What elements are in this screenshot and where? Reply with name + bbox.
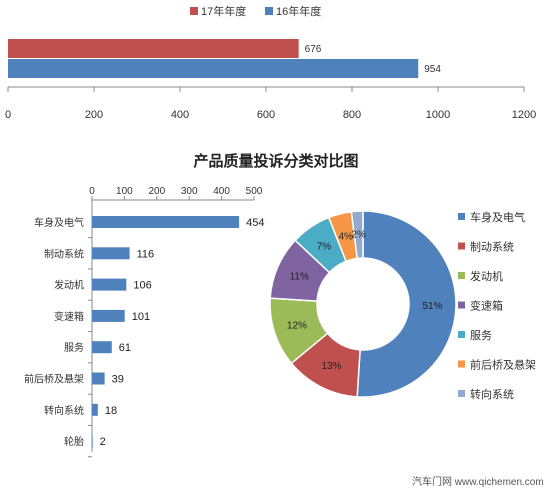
donut-slice	[356, 210, 457, 398]
legend-label: 服务	[470, 329, 492, 342]
legend-swatch-2	[265, 7, 273, 15]
bar-value-label-1: 676	[305, 44, 322, 55]
legend-label-1: 17年年度	[201, 4, 246, 18]
x-tick-label: 1200	[512, 109, 536, 121]
complaints-bar-chart: 车身及电气 454 制动系统 116 发动机 106 变速箱 101 服务 61 前后桥及悬架 39 转…	[24, 216, 264, 448]
x-tick-label: 0	[89, 186, 95, 197]
category-label: 前后桥及悬架	[24, 373, 84, 386]
bar-2	[8, 59, 419, 78]
x-tick-label: 400	[213, 186, 230, 197]
legend-label: 转向系统	[470, 387, 514, 401]
bar	[92, 435, 93, 448]
legend-swatch	[458, 360, 465, 368]
legend-label: 制动系统	[470, 241, 514, 254]
x-tick-label: 200	[85, 109, 103, 121]
bar-value-label: 101	[132, 311, 150, 323]
category-label: 服务	[64, 341, 84, 354]
legend-swatch	[458, 301, 465, 309]
x-tick-label: 100	[116, 186, 133, 197]
top-chart-x-axis: 0 200 400 600 800 1000 1200	[5, 86, 536, 121]
legend-swatch	[458, 242, 465, 250]
donut-slice-label: 7%	[317, 242, 332, 253]
watermark-text: 汽车门网 www.qichemen.com	[412, 475, 544, 488]
donut-slice	[350, 210, 364, 260]
bar-value-label: 18	[105, 405, 117, 417]
x-tick-label: 500	[246, 186, 263, 197]
legend-swatch-1	[190, 7, 198, 15]
bar-value-label: 116	[137, 248, 155, 260]
bar-value-label: 61	[119, 342, 131, 354]
donut-slice-label: 13%	[321, 361, 341, 372]
top-chart-bars: 676 954	[8, 39, 441, 78]
bar-value-label: 454	[246, 217, 264, 229]
x-tick-label: 0	[5, 109, 11, 121]
chart-title: 产品质量投诉分类对比图	[193, 152, 358, 170]
legend-swatch	[458, 390, 465, 397]
legend-swatch	[458, 331, 465, 338]
bar	[92, 341, 112, 354]
bar-value-label-2: 954	[424, 64, 441, 75]
bar	[92, 247, 130, 260]
donut-slice-label: 2%	[351, 230, 366, 241]
category-label: 轮胎	[64, 435, 84, 448]
category-label: 变速箱	[54, 310, 84, 323]
bar-value-label: 39	[112, 374, 124, 386]
x-tick-label: 200	[148, 186, 165, 197]
legend-label: 前后桥及悬架	[470, 358, 536, 372]
legend-label: 变速箱	[470, 299, 503, 313]
bar	[92, 309, 125, 322]
category-label: 制动系统	[44, 247, 84, 260]
legend-label-2: 16年年度	[276, 4, 321, 18]
bar-1	[8, 39, 299, 58]
top-chart-legend: 17年年度 16年年度	[190, 4, 321, 18]
bar	[92, 278, 127, 291]
bar-value-label: 2	[100, 436, 106, 448]
donut-slice-label: 51%	[422, 301, 442, 312]
x-tick-label: 300	[181, 186, 198, 197]
donut-slice-label: 4%	[338, 232, 353, 243]
bar-value-label: 106	[133, 280, 151, 292]
legend-label: 车身及电气	[470, 210, 525, 224]
bar	[92, 403, 98, 416]
category-label: 发动机	[54, 279, 84, 292]
bar	[92, 372, 105, 385]
donut-slice-label: 11%	[290, 271, 309, 282]
legend-swatch	[458, 213, 465, 220]
x-tick-label: 400	[171, 109, 189, 121]
category-label: 车身及电气	[34, 216, 84, 229]
complaints-donut-chart: 51% 13% 12% 11% 7% 4%2%	[269, 210, 457, 398]
donut-slice-label: 12%	[287, 320, 307, 331]
x-tick-label: 800	[343, 109, 361, 121]
x-tick-label: 600	[257, 109, 275, 121]
bar	[92, 216, 240, 228]
category-label: 转向系统	[44, 404, 84, 417]
x-tick-label: 1000	[426, 109, 450, 121]
legend-swatch	[458, 272, 465, 279]
legend-label: 发动机	[470, 269, 503, 283]
